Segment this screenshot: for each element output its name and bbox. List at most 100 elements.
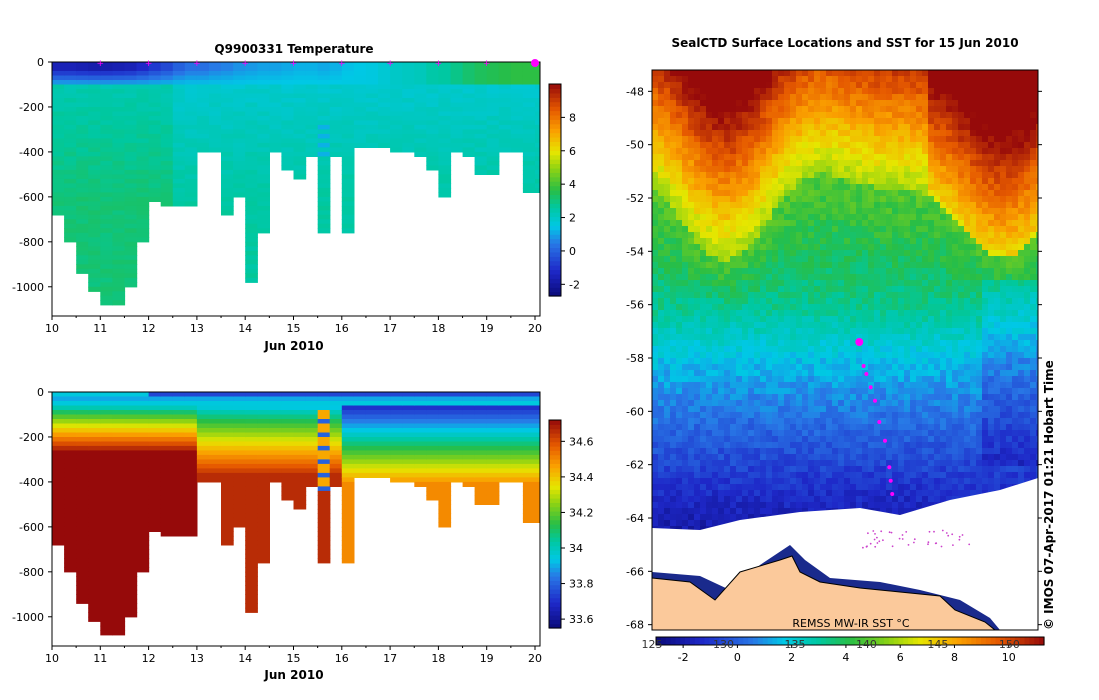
sst-cell [1000,262,1007,269]
section-cell [245,264,258,270]
sst-cell [1012,226,1019,233]
sst-cell [880,232,887,239]
sst-cell [868,94,875,101]
sst-cell [778,202,785,209]
sst-cell [940,238,947,245]
sst-cell [916,88,923,95]
section-cell [100,625,113,631]
section-cell [245,558,258,564]
sst-cell [1024,124,1031,131]
sst-cell [682,226,689,233]
section-cell [124,273,138,279]
sst-cell [868,136,875,143]
section-cell [88,282,101,288]
section-cell [414,138,427,144]
sst-cell [652,136,659,143]
sst-cell [754,160,761,167]
sst-cell [694,94,701,101]
section-cell [257,432,270,438]
sst-cell [970,82,977,89]
sst-cell [718,226,725,233]
section-cell [438,410,452,416]
sst-cell [814,208,821,215]
section-cell [184,160,198,166]
section-cell [329,432,343,438]
section-cell [64,115,77,121]
sst-cell [898,190,905,197]
sst-cell [916,244,923,251]
section-cell [136,214,150,220]
sst-cell [910,190,917,197]
section-cell [245,481,258,487]
sst-cell [874,256,881,263]
section-cell [172,165,186,171]
section-cell [462,445,476,451]
section-cell [390,445,403,451]
section-cell [341,508,355,514]
sst-cell [898,118,905,125]
colorbar-swatch [549,238,561,244]
section-cell [100,71,113,77]
section-cell [317,160,331,166]
sst-cell [700,250,707,257]
sst-cell [688,172,695,179]
section-cell [317,142,331,148]
sst-cell [820,202,827,209]
sst-cell [874,154,881,161]
sst-cell [868,214,875,221]
sst-cell [832,208,839,215]
section-cell [341,219,355,225]
sst-cell [742,250,749,257]
sst-cell [736,250,743,257]
section-cell [100,277,113,283]
section-cell [221,531,234,537]
colorbar-frame [548,83,562,297]
sst-cell [1024,274,1031,281]
section-cell [535,129,540,135]
section-cell [438,477,452,483]
sst-cell [664,142,671,149]
section-cell [245,392,258,398]
section-cell [365,71,379,77]
sst-cell [940,142,947,149]
sst-cell [1036,142,1038,149]
sst-cell [790,106,797,113]
section-cell [196,115,210,121]
section-cell [148,526,162,532]
section-cell [510,80,524,86]
section-cell [305,396,319,402]
sst-cell [1018,184,1025,191]
sst-cell [808,274,815,281]
sst-cell [1036,256,1038,263]
section-cell [233,115,246,121]
sst-cell [874,70,881,77]
sst-cell [664,268,671,275]
sst-cell [1012,214,1019,221]
section-cell [112,147,126,153]
sst-cell [706,238,713,245]
section-cell [100,160,113,166]
section-cell [136,133,150,139]
section-cell [329,115,343,121]
section-cell [510,93,524,99]
sst-cell [958,106,965,113]
colorbar-swatch [549,446,561,451]
section-cell [124,558,138,564]
sst-cell [1000,106,1007,113]
sst-cell [892,94,899,101]
section-cell [426,459,439,465]
sst-cell [976,178,983,185]
section-cell [257,477,270,483]
sst-cell [988,238,995,245]
section-cell [160,423,174,429]
sst-cell [724,124,731,131]
sst-cell [784,160,791,167]
section-cell [245,508,258,514]
section-cell [184,115,198,121]
section-cell [257,115,270,121]
section-cell [124,232,138,238]
sst-cell [904,196,911,203]
sst-cell [814,262,821,269]
section-cell [257,410,270,416]
section-cell [136,396,150,402]
